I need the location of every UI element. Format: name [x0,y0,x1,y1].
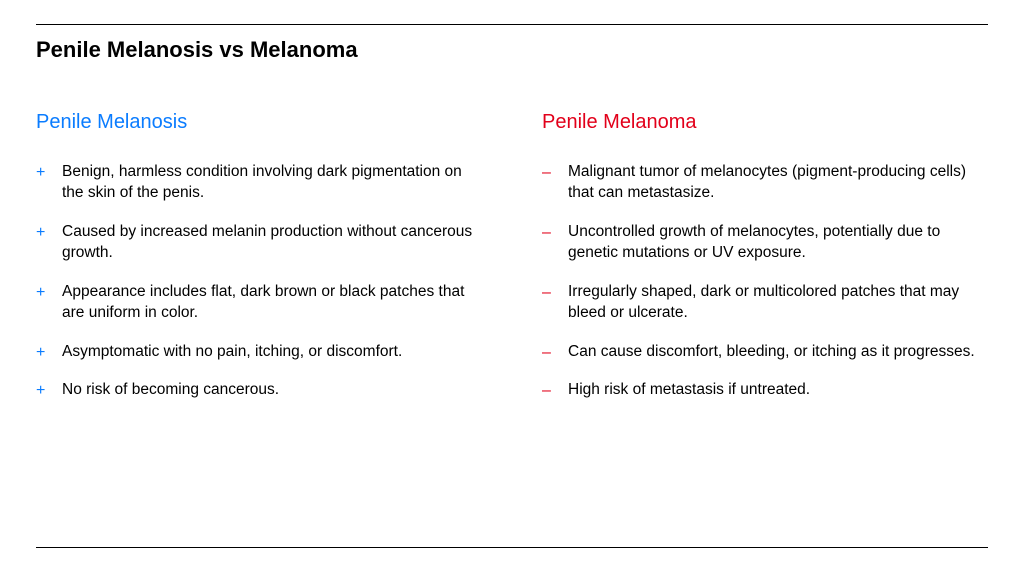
list-item: + No risk of becoming cancerous. [36,380,482,401]
item-text: Benign, harmless condition involving dar… [62,163,462,201]
item-text: Uncontrolled growth of melanocytes, pote… [568,223,940,261]
list-item: + Appearance includes flat, dark brown o… [36,282,482,324]
right-list: – Malignant tumor of melanocytes (pigmen… [542,162,988,401]
left-list: + Benign, harmless condition involving d… [36,162,482,401]
plus-icon: + [36,380,45,402]
list-item: – Can cause discomfort, bleeding, or itc… [542,342,988,363]
list-item: + Caused by increased melanin production… [36,222,482,264]
list-item: + Benign, harmless condition involving d… [36,162,482,204]
item-text: No risk of becoming cancerous. [62,381,279,398]
top-rule [36,24,988,25]
right-heading: Penile Melanoma [542,111,988,134]
plus-icon: + [36,342,45,364]
list-item: + Asymptomatic with no pain, itching, or… [36,342,482,363]
minus-icon: – [542,162,551,184]
list-item: – Malignant tumor of melanocytes (pigmen… [542,162,988,204]
item-text: Malignant tumor of melanocytes (pigment-… [568,163,966,201]
plus-icon: + [36,162,45,184]
item-text: Irregularly shaped, dark or multicolored… [568,283,959,321]
list-item: – High risk of metastasis if untreated. [542,380,988,401]
comparison-columns: Penile Melanosis + Benign, harmless cond… [36,111,988,419]
item-text: Appearance includes flat, dark brown or … [62,283,464,321]
plus-icon: + [36,222,45,244]
right-column: Penile Melanoma – Malignant tumor of mel… [542,111,988,419]
left-heading: Penile Melanosis [36,111,482,134]
item-text: Caused by increased melanin production w… [62,223,472,261]
item-text: High risk of metastasis if untreated. [568,381,810,398]
minus-icon: – [542,222,551,244]
bottom-rule [36,547,988,548]
left-column: Penile Melanosis + Benign, harmless cond… [36,111,482,419]
plus-icon: + [36,282,45,304]
list-item: – Irregularly shaped, dark or multicolor… [542,282,988,324]
page-title: Penile Melanosis vs Melanoma [36,37,988,63]
item-text: Asymptomatic with no pain, itching, or d… [62,343,402,360]
item-text: Can cause discomfort, bleeding, or itchi… [568,343,975,360]
minus-icon: – [542,342,551,364]
list-item: – Uncontrolled growth of melanocytes, po… [542,222,988,264]
minus-icon: – [542,380,551,402]
minus-icon: – [542,282,551,304]
